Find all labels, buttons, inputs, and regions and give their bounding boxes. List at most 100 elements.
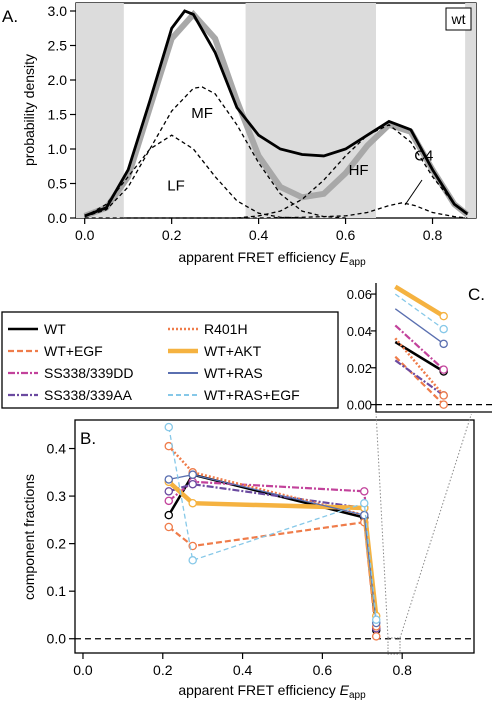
- c-ytick-label: 0.04: [347, 324, 372, 339]
- legend-label: R401H: [204, 321, 248, 337]
- series-wt-ras: [164, 470, 381, 628]
- component-label-mf: MF: [191, 105, 213, 122]
- panel-b-label: B.: [80, 429, 96, 448]
- panel-c-axes: [375, 283, 492, 413]
- panel-a-label: A.: [2, 7, 18, 26]
- a-xtick-label: 0.6: [336, 227, 356, 243]
- series-wt-ras-egf: [164, 422, 381, 624]
- panel-a-ylabel: probability density: [21, 54, 37, 166]
- data-point-wt-ras-egf: [371, 615, 381, 624]
- b-xtick-label: 0.6: [313, 662, 333, 678]
- panel-b-fractions-chart: 0.0 0.2 0.4 0.6 0.8 0.0 0.1 0.2 0.3 0.4 B. compon…: [21, 411, 475, 701]
- data-point-wt-egf: [164, 522, 174, 532]
- b-ytick-label: 0.1: [47, 583, 67, 599]
- series-line-wt-akt: [167, 480, 379, 617]
- b-xtick-label: 0.4: [233, 662, 253, 678]
- panel-b-ylabel: component fractions: [21, 474, 37, 600]
- a-ytick-label: 2.0: [48, 72, 68, 88]
- inset-line-wt-ras-egf: [394, 293, 445, 330]
- panel-a-curves: [83, 9, 470, 219]
- series-wt-akt: [164, 477, 381, 621]
- inset-line-r401h: [394, 337, 445, 397]
- b-xtick-label: 0.8: [392, 662, 412, 678]
- b-xtick-label: 0.0: [73, 662, 93, 678]
- series-line-r401h: [167, 445, 378, 627]
- panel-c-inset-chart: 0.00 0.02 0.04 0.06 C.: [347, 278, 494, 414]
- observed-density-curve: [84, 9, 469, 218]
- inset-series-wt-akt: [394, 284, 448, 321]
- panel-c-label-bg: [464, 283, 492, 305]
- a-xtick-label: 0.2: [162, 227, 182, 243]
- data-point-ss338-339aa: [164, 487, 174, 496]
- inset-point-wt-ras: [439, 339, 448, 349]
- b-ytick-label: 0.4: [47, 441, 67, 457]
- component-curve-mf: [84, 86, 346, 219]
- data-point-wt-akt: [188, 498, 197, 508]
- inset-series-wt-egf: [394, 355, 448, 409]
- panel-a-axis-ticks: 0.0 0.2 0.4 0.6 0.8 0.0 0.5 1.0 1.5 2.0 2.5 3.0: [48, 3, 443, 243]
- b-ytick-label: 0.2: [47, 536, 67, 552]
- a-ytick-label: 1.0: [48, 141, 68, 157]
- legend-label: WT+AKT: [204, 343, 262, 359]
- a-ytick-label: 3.0: [48, 3, 68, 19]
- inset-series-r401h: [394, 337, 448, 400]
- legend-item-wt-akt: WT+AKT: [168, 343, 262, 359]
- c-ytick-label: 0.00: [347, 398, 372, 413]
- panel-a-density-chart: 0.0 0.2 0.4 0.6 0.8 0.0 0.5 1.0 1.5 2.0 2.5 3.0 MF L…: [2, 2, 477, 268]
- a-ytick-label: 2.5: [48, 38, 68, 54]
- c-ytick-label: 0.02: [347, 361, 372, 376]
- panel-b-xlabel: apparent FRET efficiency Eapp: [178, 682, 366, 701]
- legend-item-wt: WT: [8, 321, 66, 337]
- c-ytick-label: 0.06: [347, 287, 372, 302]
- legend-item-wt-ras: WT+RAS: [168, 365, 263, 381]
- panel-b-series-lines: [164, 422, 381, 641]
- c4-pointer-line: [404, 179, 423, 206]
- panel-c-axis-ticks: 0.00 0.02 0.04 0.06: [347, 287, 376, 413]
- zoom-connector-left: [375, 411, 389, 639]
- shaded-region-1: [245, 3, 376, 218]
- legend-label: WT+RAS: [204, 365, 263, 381]
- data-point-wt-ras: [360, 510, 369, 520]
- b-ytick-label: 0.0: [47, 631, 67, 647]
- series-line-wt-ras: [168, 474, 377, 624]
- component-label-c4: C4: [414, 148, 433, 165]
- panel-c-series-lines: [394, 284, 448, 409]
- inset-series-ss338-339dd: [394, 324, 448, 374]
- data-point-wt-ras-egf: [360, 498, 369, 508]
- a-ytick-label: 0.5: [48, 176, 68, 192]
- inset-line-wt-akt: [394, 284, 445, 319]
- panel-b-axis-ticks: 0.0 0.2 0.4 0.6 0.8 0.0 0.1 0.2 0.3 0.4: [47, 441, 413, 678]
- data-point-ss338-339dd: [360, 487, 369, 496]
- a-xtick-label: 0.0: [75, 227, 95, 243]
- data-point-wt-ras-egf: [188, 556, 197, 565]
- inset-point-wt-ras-egf: [439, 324, 448, 334]
- legend-label: WT+EGF: [44, 343, 103, 359]
- legend-label: WT: [44, 321, 66, 337]
- panel-a-xlabel: apparent FRET efficiency Eapp: [178, 249, 366, 268]
- component-curve-c4: [84, 202, 468, 219]
- series-line-wt-egf: [168, 520, 378, 637]
- shaded-region-0: [76, 3, 124, 218]
- legend-label: SS338/339AA: [44, 387, 133, 403]
- inset-line-wt-egf: [394, 355, 445, 406]
- panel-a-shaded-regions: [76, 3, 476, 218]
- legend-item-wt-egf: WT+EGF: [8, 343, 103, 359]
- inset-point-ss338-339dd: [439, 365, 448, 374]
- a-ytick-label: 0.0: [48, 210, 68, 226]
- data-point-wt-ras: [188, 470, 197, 479]
- legend-items: WT WT+EGF SS338/339DD SS338/339AA R401H WT+AK…: [8, 321, 300, 403]
- wt-tag: wt: [451, 11, 466, 27]
- inset-point-wt-egf: [439, 400, 448, 409]
- component-label-hf: HF: [349, 162, 369, 179]
- series-line-wt-ras-egf: [168, 426, 377, 620]
- data-point-wt: [164, 510, 174, 520]
- inset-point-wt-akt: [439, 311, 448, 321]
- legend-item-wt-ras-egf: WT+RAS+EGF: [168, 387, 300, 403]
- inset-point-r401h: [439, 391, 448, 400]
- legend-label: WT+RAS+EGF: [204, 387, 300, 403]
- data-point-wt-ras-egf: [164, 422, 174, 432]
- legend: WT WT+EGF SS338/339DD SS338/339AA R401H WT+AK…: [1, 311, 339, 409]
- a-xtick-label: 0.4: [249, 227, 269, 243]
- inset-series-wt-ras-egf: [394, 293, 448, 334]
